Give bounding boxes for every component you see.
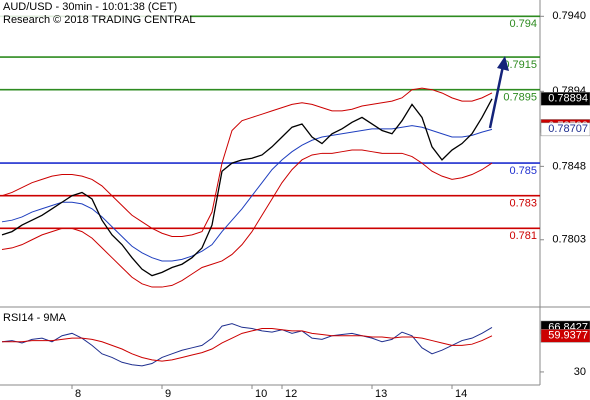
level-label: 0.7895 bbox=[503, 92, 537, 104]
series-line bbox=[1, 149, 493, 288]
y-tick-label: 0.7803 bbox=[552, 234, 586, 246]
rsi-title: RSI14 - 9MA bbox=[3, 312, 67, 324]
level-label: 0.781 bbox=[509, 230, 537, 242]
chart-subtitle: Research © 2018 TRADING CENTRAL bbox=[3, 14, 196, 26]
y-tick-label: 0.7848 bbox=[552, 160, 586, 172]
projection-arrow-head bbox=[497, 56, 509, 71]
title-bg bbox=[0, 0, 190, 28]
level-label: 0.783 bbox=[509, 198, 537, 210]
last-value-label: 59.9377 bbox=[548, 330, 588, 342]
x-tick-label: 9 bbox=[165, 388, 171, 400]
level-label: 0.794 bbox=[509, 18, 537, 30]
series-line bbox=[1, 125, 493, 262]
last-value-box bbox=[540, 122, 590, 137]
x-tick-label: 13 bbox=[375, 388, 387, 400]
series-line bbox=[1, 87, 493, 237]
last-value-label: 0.78894 bbox=[548, 93, 588, 105]
y-tick-label: 30 bbox=[574, 366, 586, 378]
chart-title: AUD/USD - 30min - 10:01:38 (CET) bbox=[3, 1, 177, 13]
level-label: 0.785 bbox=[509, 165, 537, 177]
projection-arrow bbox=[488, 65, 505, 129]
series-line bbox=[2, 328, 493, 362]
last-value-label: 0.78707 bbox=[548, 123, 588, 135]
last-value-box bbox=[540, 92, 590, 106]
x-tick-label: 14 bbox=[455, 388, 467, 400]
last-value-box bbox=[540, 329, 590, 343]
series-line bbox=[1, 323, 493, 367]
level-label: 0.7915 bbox=[503, 59, 537, 71]
x-tick-label: 8 bbox=[75, 388, 81, 400]
x-tick-label: 10 bbox=[255, 388, 267, 400]
plot: 8 9 10 12 13 140.79400.78940.78480.78030.7940… bbox=[0, 10, 586, 400]
y-tick-label: 0.7940 bbox=[552, 10, 586, 22]
series-line bbox=[1, 98, 493, 277]
x-tick-label: 12 bbox=[285, 388, 297, 400]
